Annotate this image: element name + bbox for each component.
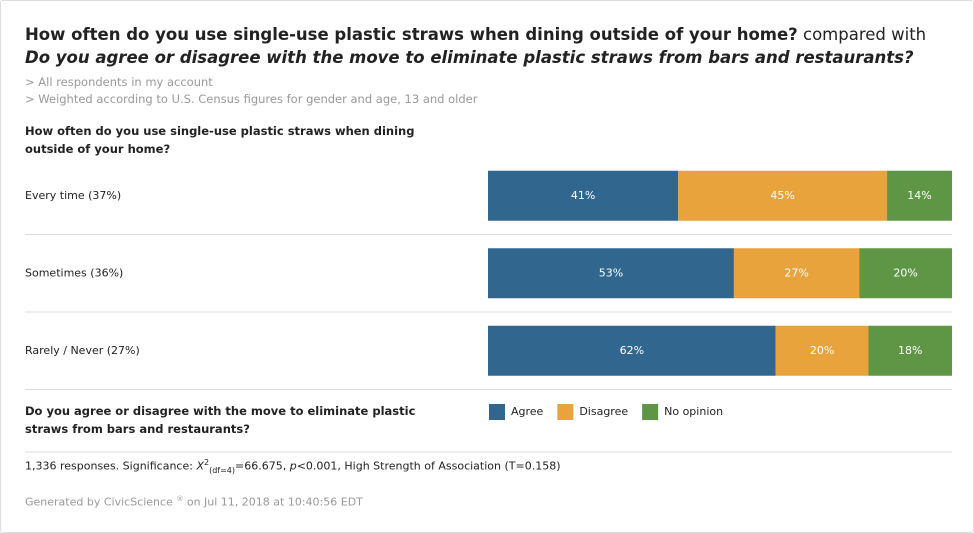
value-label: 14% bbox=[907, 189, 931, 202]
footnote-text: <0.001, High Strength of Association (T=… bbox=[296, 459, 561, 473]
bar-segment bbox=[488, 170, 679, 221]
legend-swatch bbox=[557, 404, 574, 420]
title-connector: compared with bbox=[803, 25, 927, 44]
bar-segment bbox=[488, 248, 734, 299]
y-label: How often do you use single-use plastic … bbox=[25, 124, 415, 156]
value-label: 18% bbox=[898, 344, 922, 357]
credit-text: ® bbox=[176, 495, 184, 503]
value-label: 53% bbox=[599, 266, 623, 279]
legend-swatch bbox=[642, 404, 659, 420]
value-label: 62% bbox=[620, 344, 644, 357]
value-label: 27% bbox=[784, 266, 808, 279]
legend-label: Agree bbox=[511, 405, 544, 418]
bar-segment bbox=[887, 170, 952, 221]
title-question: How often do you use single-use plastic … bbox=[25, 25, 798, 44]
bar-segment bbox=[775, 325, 869, 376]
note: > All respondents in my account bbox=[25, 75, 213, 89]
footnote: 1,336 responses. Significance: X2(df=4)=… bbox=[25, 458, 561, 475]
category-label: Every time (37%) bbox=[25, 189, 121, 202]
footnote-text: =66.675, bbox=[235, 459, 287, 473]
credit-text: on Jul 11, 2018 at 10:40:56 EDT bbox=[186, 495, 363, 509]
value-label: 20% bbox=[893, 266, 917, 279]
footnote-text: (df=4) bbox=[209, 465, 236, 475]
value-label: 20% bbox=[810, 344, 834, 357]
footnote-text: p bbox=[289, 459, 297, 473]
credit: Generated by CivicScience ® on Jul 11, 2… bbox=[25, 495, 363, 509]
legend-swatch bbox=[489, 404, 505, 420]
bar-segment bbox=[488, 325, 776, 376]
credit-text: Generated by CivicScience bbox=[25, 495, 173, 509]
bar-segment bbox=[678, 170, 888, 221]
footnote-text: 2 bbox=[203, 458, 210, 467]
chart-title: How often do you use single-use plastic … bbox=[25, 23, 945, 69]
note: > Weighted according to U.S. Census figu… bbox=[25, 92, 478, 106]
bar-segment bbox=[859, 248, 952, 299]
category-label: Sometimes (36%) bbox=[25, 266, 123, 279]
value-label: 41% bbox=[571, 189, 595, 202]
legend-label: Disagree bbox=[579, 405, 628, 418]
legend-label: No opinion bbox=[664, 405, 723, 418]
bar-segment bbox=[733, 248, 860, 299]
category-label: Rarely / Never (27%) bbox=[25, 344, 140, 357]
footnote-text: X bbox=[196, 459, 204, 473]
value-label: 45% bbox=[770, 189, 794, 202]
footnote-text: 1,336 responses. Significance: bbox=[25, 459, 193, 473]
title-question: Do you agree or disagree with the move t… bbox=[25, 48, 914, 67]
bar-segment bbox=[868, 325, 952, 376]
legend-title: Do you agree or disagree with the move t… bbox=[25, 404, 416, 436]
